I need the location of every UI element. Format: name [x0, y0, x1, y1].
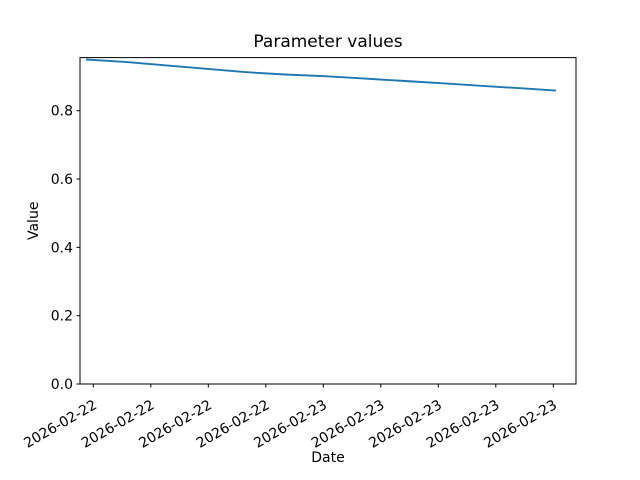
y-tick-label: 0.4 [51, 240, 73, 256]
y-tick-label: 0.6 [51, 172, 73, 188]
data-line-parameter-value [85, 58, 557, 92]
y-tick-label: 0.2 [51, 309, 73, 325]
axes-frame [79, 57, 577, 385]
y-axis-label: Value [26, 202, 42, 240]
y-tick-label: 0.0 [51, 377, 73, 393]
x-axis-label: Date [311, 450, 344, 466]
y-tick-label: 0.8 [51, 104, 73, 120]
chart-title: Parameter values [253, 32, 402, 52]
